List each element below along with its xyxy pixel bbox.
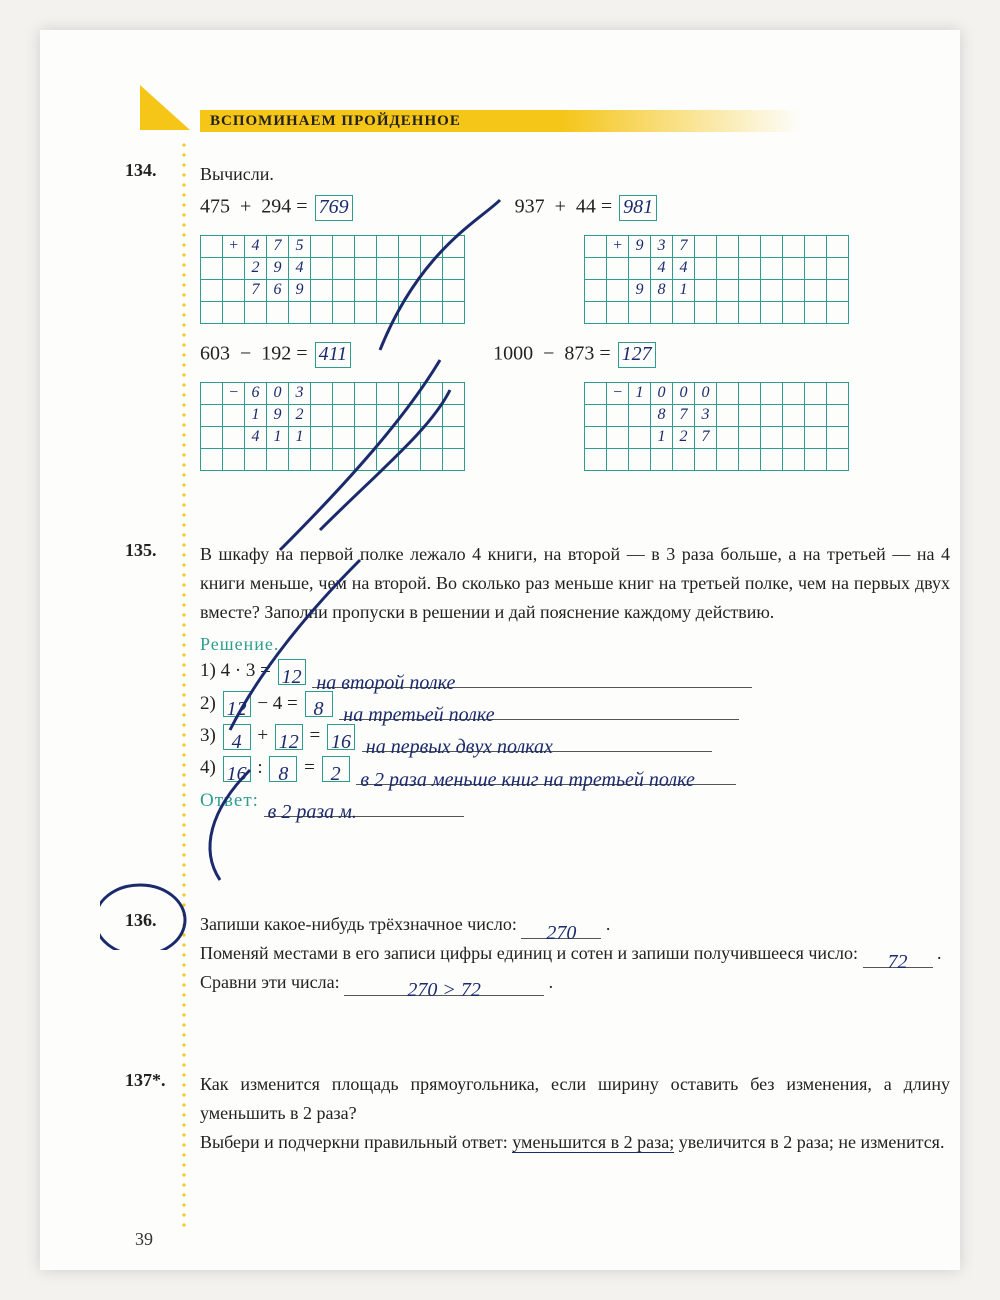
step-2: 2) 12 − 4 = 8 на третьей полке <box>200 688 950 720</box>
explanation: на первых двух полках <box>362 730 712 752</box>
equation-row-2: 603 − 192 = 411 1000 − 873 = 127 <box>200 342 950 368</box>
answer-box: 981 <box>619 195 657 221</box>
operand: 294 <box>261 195 291 217</box>
answer-box: 16 <box>223 756 251 782</box>
calc-grid-3: −603 192 411 <box>200 382 465 471</box>
operand: 192 <box>261 342 291 364</box>
op: − <box>543 342 554 364</box>
operand: 1000 <box>493 342 533 364</box>
problem-136: 136. Запиши какое-нибудь трёхзначное чис… <box>130 910 950 996</box>
fill-answer: 270 <box>521 917 601 939</box>
fill-answer: 270 > 72 <box>344 974 544 996</box>
calc-grids-row-2: −603 192 411 −1000 873 127 <box>200 382 950 471</box>
explanation: на третьей полке <box>339 698 739 720</box>
answer-box: 411 <box>315 342 352 368</box>
explanation: на второй полке <box>312 666 752 688</box>
correct-option: уменьшится в 2 раза; <box>512 1132 674 1153</box>
calc-grids-row-1: +475 294 769 +937 44 981 <box>200 235 950 324</box>
answer-box: 769 <box>315 195 353 221</box>
operand: 603 <box>200 342 230 364</box>
problem-134: 134. Вычисли. 475 + 294 = 769 937 + 44 =… <box>130 160 950 471</box>
problem-number: 136. <box>125 910 157 931</box>
problem-137: 137*. Как изменится площадь прямоугольни… <box>130 1070 950 1156</box>
problem-number: 137*. <box>125 1070 166 1091</box>
step-1: 1) 4 · 3 = 12 на второй полке <box>200 655 950 687</box>
corner-triangle-icon <box>140 85 190 130</box>
op: + <box>240 195 251 217</box>
answer-box: 4 <box>223 724 251 750</box>
answer-box: 12 <box>223 691 251 717</box>
operand: 873 <box>564 342 594 364</box>
section-header: ВСПОМИНАЕМ ПРОЙДЕННОЕ <box>200 110 800 132</box>
operand: 44 <box>576 195 596 217</box>
equation-row-1: 475 + 294 = 769 937 + 44 = 981 <box>200 195 950 221</box>
problem-text: Запиши какое-нибудь трёхзначное число: 2… <box>200 910 950 996</box>
step-4: 4) 16 : 8 = 2 в 2 раза меньше книг на тр… <box>200 752 950 784</box>
answer-box: 127 <box>618 342 656 368</box>
instruction: Вычисли. <box>200 160 950 189</box>
problem-135: 135. В шкафу на первой полке лежало 4 кн… <box>130 540 950 817</box>
answer-box: 12 <box>275 724 303 750</box>
page-number: 39 <box>135 1229 153 1250</box>
op: − <box>240 342 251 364</box>
workbook-page: ВСПОМИНАЕМ ПРОЙДЕННОЕ 134. Вычисли. 475 … <box>40 30 960 1270</box>
problem-number: 135. <box>125 540 157 561</box>
step-3: 3) 4 + 12 = 16 на первых двух полках <box>200 720 950 752</box>
answer-box: 16 <box>327 724 355 750</box>
answer-box: 8 <box>269 756 297 782</box>
problem-number: 134. <box>125 160 157 181</box>
problem-text: В шкафу на первой полке лежало 4 книги, … <box>200 540 950 626</box>
calc-grid-2: +937 44 981 <box>584 235 849 324</box>
calc-grid-4: −1000 873 127 <box>584 382 849 471</box>
calc-grid-1: +475 294 769 <box>200 235 465 324</box>
explanation: в 2 раза меньше книг на третьей полке <box>356 763 736 785</box>
operand: 937 <box>515 195 545 217</box>
answer-box: 2 <box>322 756 350 782</box>
op: + <box>555 195 566 217</box>
final-answer: в 2 раза м. <box>264 795 464 817</box>
fill-answer: 72 <box>863 946 933 968</box>
answer-box: 12 <box>278 659 306 685</box>
answer-label: Ответ: <box>200 790 259 811</box>
operand: 475 <box>200 195 230 217</box>
solution-label: Решение. <box>200 634 279 654</box>
answer-box: 8 <box>305 691 333 717</box>
problem-text: Как изменится площадь прямоугольника, ес… <box>200 1070 950 1156</box>
